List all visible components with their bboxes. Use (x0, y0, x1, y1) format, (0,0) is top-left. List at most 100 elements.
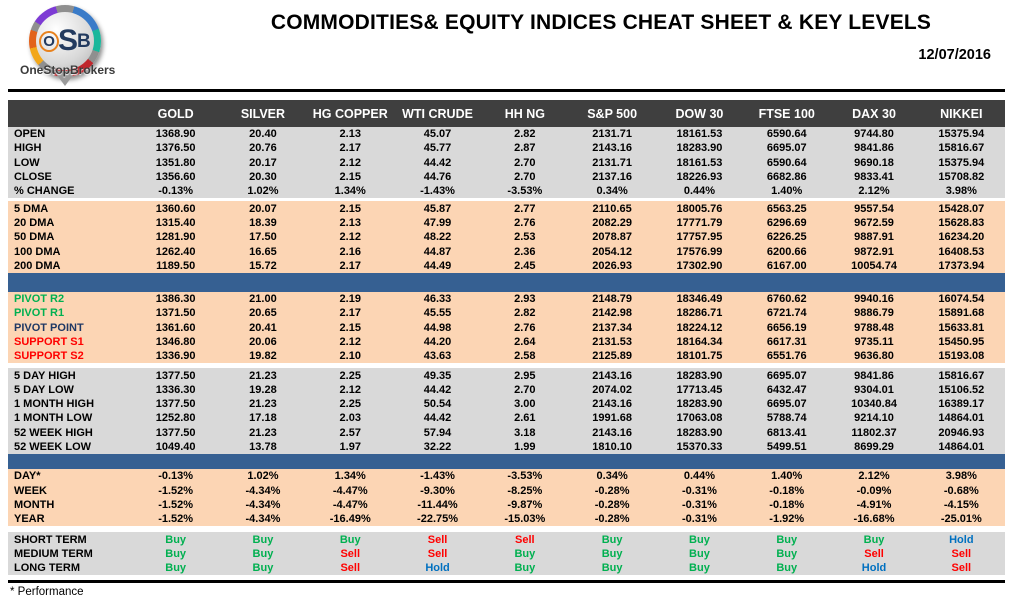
cell-nikkei: 16408.53 (938, 245, 985, 258)
cell-dow-30: 18283.90 (676, 142, 723, 155)
cell-s-p-500: 2054.12 (592, 245, 633, 258)
row-label: 100 DMA (14, 245, 61, 258)
cell-dow-30: 17713.45 (676, 383, 723, 396)
cell-hh-ng: 3.00 (514, 398, 536, 411)
cell-wti-crude: 49.35 (423, 369, 452, 382)
cell-silver: Buy (252, 562, 274, 575)
cell-hg-copper: 2.12 (339, 336, 361, 348)
cell-s-p-500: 2078.87 (592, 231, 633, 244)
cell-dow-30: Buy (689, 533, 710, 546)
cell-nikkei: 15891.68 (938, 307, 985, 320)
cell-wti-crude: 32.22 (423, 441, 452, 454)
cell-hg-copper: 2.25 (339, 398, 361, 411)
cell-dax-30: 11802.37 (851, 426, 897, 439)
cell-s-p-500: 1810.10 (592, 441, 633, 454)
table-row-5-day-high: 5 DAY HIGH 1377.50 21.23 2.25 49.35 2.95 2143.… (8, 368, 1005, 382)
cell-hg-copper: Sell (340, 562, 361, 575)
cell-gold: 1315.40 (155, 216, 196, 229)
cell-dax-30: Hold (861, 562, 887, 575)
row-label: 1 MONTH HIGH (14, 398, 95, 411)
cell-silver: 20.06 (249, 336, 277, 348)
cell-gold: 1361.60 (155, 321, 196, 334)
cell-dow-30: 0.44% (683, 470, 716, 483)
cell-ftse-100: 6695.07 (766, 369, 807, 382)
cell-wti-crude: 45.87 (423, 202, 452, 215)
cell-hg-copper: 2.19 (339, 293, 361, 306)
cell-hh-ng: -8.25% (507, 484, 543, 497)
cell-ftse-100: 6226.25 (766, 231, 807, 244)
cell-wti-crude: 44.98 (423, 321, 452, 334)
cell-ftse-100: 6551.76 (766, 350, 807, 363)
row-label: 5 DAY HIGH (14, 369, 76, 382)
column-header-wti-crude: WTI CRUDE (402, 106, 473, 121)
row-label: 52 WEEK HIGH (14, 426, 93, 439)
cell-gold: 1252.80 (155, 412, 196, 425)
cell-hh-ng: Sell (515, 533, 535, 546)
cell-silver: 18.39 (249, 216, 277, 229)
row-label: HIGH (14, 142, 42, 155)
cell-dax-30: 9214.10 (854, 412, 894, 425)
cell-ftse-100: 6682.86 (766, 171, 807, 184)
cell-nikkei: 16074.54 (938, 293, 985, 306)
column-header-hg-copper: HG COPPER (312, 106, 388, 121)
cell-s-p-500: -0.28% (594, 513, 630, 526)
osb-letter-o: O (39, 30, 59, 52)
cell-hg-copper: 2.12 (339, 383, 361, 396)
row-label: 20 DMA (14, 216, 55, 229)
table-row-medium-term: MEDIUM TERM Buy Buy Sell Sell Buy Buy Buy Buy Sel… (8, 547, 1005, 561)
cell-silver: -4.34% (245, 498, 281, 511)
cell-hg-copper: -16.49% (329, 513, 371, 526)
cell-dow-30: 18286.71 (676, 307, 723, 320)
cell-dax-30: 2.12% (858, 470, 890, 483)
cell-hh-ng: -15.03% (504, 513, 546, 526)
cell-silver: 20.76 (249, 142, 277, 155)
cell-hg-copper: 1.34% (334, 185, 366, 198)
cell-nikkei: 14864.01 (938, 412, 985, 425)
cell-ftse-100: 6695.07 (766, 142, 807, 155)
cell-dax-30: 9744.80 (854, 128, 894, 141)
cell-wti-crude: -22.75% (417, 513, 459, 526)
cell-hg-copper: 2.16 (339, 245, 361, 258)
cell-gold: 1049.40 (155, 441, 196, 454)
cell-gold: 1377.50 (155, 426, 196, 439)
table-row-support-s1: SUPPORT S1 1346.80 20.06 2.12 44.20 2.64 2131.… (8, 335, 1005, 349)
table-row-20-dma: 20 DMA 1315.40 18.39 2.13 47.99 2.76 2082.29 17… (8, 216, 1005, 230)
cell-gold: 1377.50 (155, 369, 196, 382)
table-row-50-dma: 50 DMA 1281.90 17.50 2.12 48.22 2.53 2078.87 17… (8, 230, 1005, 244)
row-label: LONG TERM (14, 562, 80, 575)
cell-silver: 20.41 (249, 321, 277, 334)
cell-dow-30: 18283.90 (676, 426, 723, 439)
cell-gold: 1351.80 (155, 156, 196, 169)
cell-silver: -4.34% (245, 484, 281, 497)
cell-dax-30: 8699.29 (854, 441, 894, 454)
table-row-200-dma: 200 DMA 1189.50 15.72 2.17 44.49 2.45 2026.93 1… (8, 259, 1005, 273)
cell-nikkei: 15106.52 (938, 383, 985, 396)
cell-nikkei: 20946.93 (938, 426, 985, 439)
cell-silver: 21.23 (249, 398, 277, 411)
cell-wti-crude: 45.07 (423, 128, 452, 141)
header-divider (8, 89, 1005, 92)
cell-dax-30: 2.12% (858, 185, 890, 198)
cell-dow-30: 18161.53 (676, 128, 723, 141)
cell-gold: 1371.50 (155, 307, 196, 320)
cell-dax-30: 9887.91 (854, 231, 894, 244)
cell-silver: 20.40 (249, 128, 277, 141)
cell-ftse-100: 6590.64 (766, 156, 807, 169)
cell-nikkei: Sell (951, 547, 972, 560)
column-header-dax-30: DAX 30 (852, 106, 896, 121)
cell-gold: 1189.50 (156, 259, 196, 272)
cell-wti-crude: Sell (427, 547, 448, 560)
cell-silver: 17.50 (249, 231, 277, 244)
cell-hg-copper: 2.17 (339, 307, 361, 320)
cell-s-p-500: 2142.98 (592, 307, 633, 320)
row-label: 200 DMA (14, 259, 61, 272)
cell-hh-ng: 2.70 (514, 156, 536, 169)
row-label: WEEK (14, 484, 47, 497)
cell-s-p-500: 0.34% (596, 185, 628, 198)
cell-dax-30: 9841.86 (854, 369, 894, 382)
cell-gold: 1376.50 (155, 142, 196, 155)
cell-nikkei: -0.68% (943, 484, 979, 497)
cell-hh-ng: 2.76 (514, 321, 536, 334)
cell-ftse-100: 1.40% (771, 185, 803, 198)
